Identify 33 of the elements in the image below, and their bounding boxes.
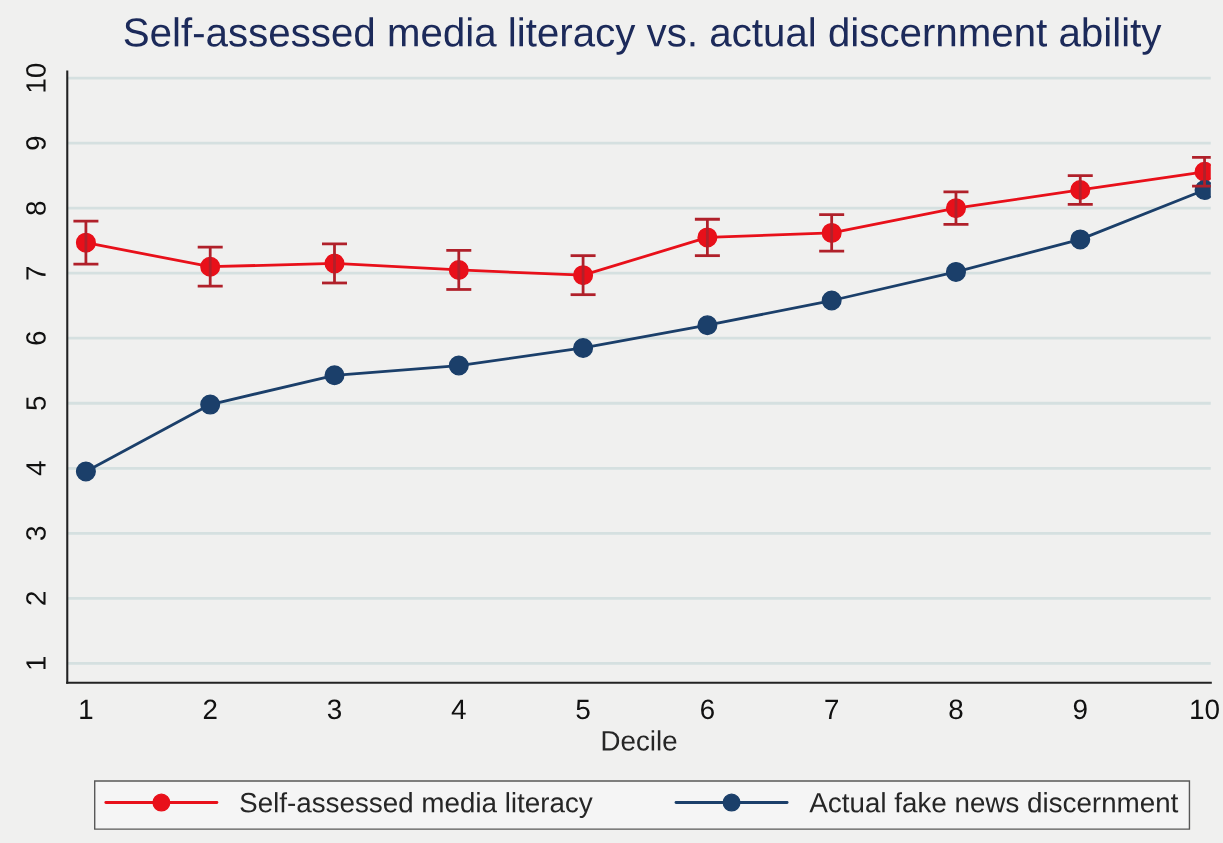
point — [324, 365, 345, 386]
point — [697, 315, 718, 336]
y-tick-label: 9 — [26, 136, 46, 150]
y-tick-label: 3 — [26, 526, 46, 540]
y-tick-label: 10 — [26, 63, 46, 92]
point — [448, 355, 469, 376]
y-tick-label: 5 — [26, 396, 46, 410]
point — [821, 290, 842, 311]
x-tick-label: 1 — [80, 699, 93, 719]
x-tick-label: 9 — [1073, 699, 1087, 720]
x-tick-label: 10 — [1191, 699, 1219, 720]
legend-label: Actual fake news discernment — [809, 792, 1179, 813]
x-tick-label: 3 — [327, 699, 341, 720]
y-tick-label: 4 — [26, 461, 46, 476]
x-tick-label: 8 — [949, 699, 963, 720]
chart-title: Self-assessed media literacy vs. actual discernment ability — [124, 17, 1162, 55]
y-tick-label: 1 — [26, 656, 46, 669]
y-tick-label: 8 — [26, 201, 46, 215]
x-tick-label: 6 — [701, 699, 714, 720]
point — [200, 394, 221, 415]
x-axis-title: Decile — [602, 730, 677, 751]
point — [945, 261, 966, 282]
x-tick-label: 2 — [203, 699, 217, 719]
x-tick-label: 7 — [825, 699, 838, 719]
x-tick-label: 5 — [576, 699, 590, 720]
y-tick-label: 7 — [26, 266, 46, 280]
legend-label: Self-assessed media literacy — [240, 792, 593, 818]
point — [1070, 229, 1091, 250]
x-tick-label: 4 — [451, 699, 466, 719]
point — [573, 337, 594, 358]
point — [75, 461, 96, 482]
y-tick-label: 6 — [26, 331, 46, 345]
y-tick-label: 2 — [26, 591, 46, 605]
